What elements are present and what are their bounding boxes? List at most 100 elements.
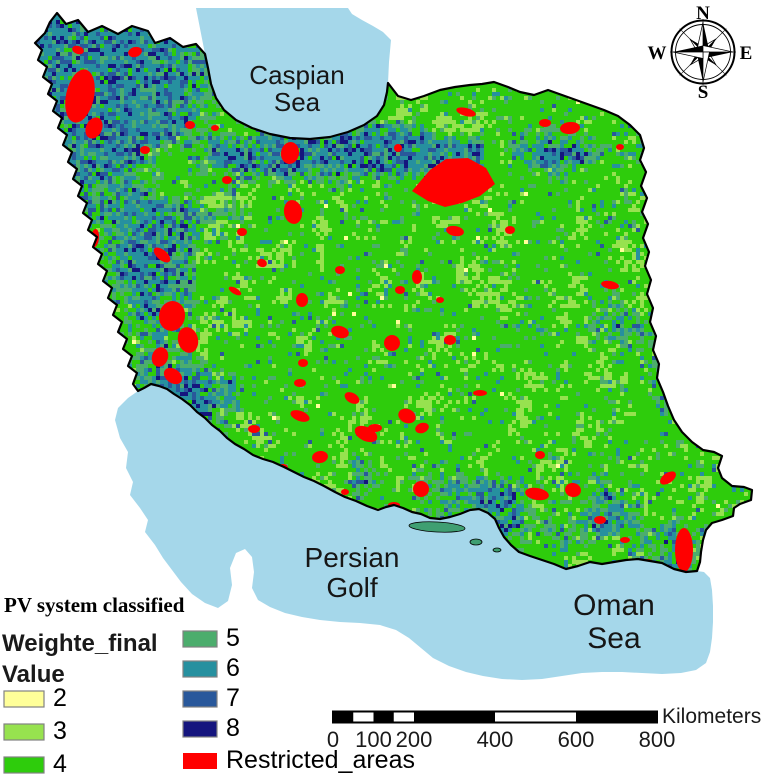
restricted-area-patch [394, 144, 402, 152]
restricted-area-patch [257, 258, 267, 268]
persian-golf-label: Golf [326, 572, 378, 603]
restricted-area-patch [413, 481, 429, 497]
restricted-area-patch [163, 367, 183, 385]
restricted-area-patch [248, 425, 260, 433]
restricted-area-patch [341, 489, 349, 495]
scale-bar: Kilometers 0 100 200 400 600 800 [327, 705, 761, 752]
restricted-area-patch [85, 117, 103, 139]
legend-item: 7 [182, 684, 240, 712]
compass-e-label: E [740, 43, 753, 64]
restricted-area-patch [398, 408, 416, 424]
legend-label: 2 [53, 684, 67, 712]
scale-tick-label: 600 [558, 727, 595, 752]
legend-label: 3 [53, 717, 67, 745]
legend-label: 7 [226, 684, 240, 712]
legend-item: 6 [182, 654, 240, 682]
restricted-area-patch [539, 119, 551, 127]
scale-tick-label: 100 [355, 727, 392, 752]
legend-swatch [3, 723, 45, 741]
restricted-area-patch [177, 327, 199, 353]
restricted-area-patch [660, 471, 676, 485]
restricted-area-patch [412, 270, 422, 284]
legend-label: 6 [226, 654, 240, 682]
oman-sea-label: Sea [587, 622, 641, 655]
compass-point [702, 45, 734, 59]
restricted-area-patch [298, 359, 308, 367]
restricted-area-patch [222, 176, 232, 184]
restricted-area-patch [331, 325, 349, 339]
restricted-area-patch [185, 121, 195, 129]
restricted-area-patch [444, 335, 456, 345]
island [469, 538, 483, 546]
legend-label: 8 [226, 714, 240, 742]
compass-s-label: S [698, 82, 709, 103]
restricted-area-patch [344, 392, 360, 404]
restricted-area-patch [290, 410, 310, 422]
restricted-area-patch [140, 146, 150, 154]
restricted-area-patch [368, 424, 382, 432]
scale-bar-segment [333, 711, 354, 723]
restricted-area-patch [456, 107, 476, 117]
restricted-area-patch [211, 125, 219, 131]
caspian-sea-label: Caspian [249, 60, 344, 90]
restricted-area-patch [505, 226, 515, 234]
restricted-area-patch [283, 200, 303, 224]
restricted-area-patch [620, 537, 630, 543]
raster-class-6 [35, 13, 752, 572]
restricted-area-patch [616, 144, 624, 150]
compass-n-label: N [696, 3, 710, 24]
caspian-sea-water [196, 8, 391, 139]
caspian-sea-label: Sea [274, 87, 321, 117]
compass-star-icon [670, 19, 736, 85]
legend-column-1: 2 3 4 [3, 684, 67, 778]
scale-tick-label: 200 [396, 727, 433, 752]
compass-point [672, 45, 704, 59]
legend-label: Restricted_areas [226, 746, 415, 774]
restricted-area-patch [153, 247, 171, 263]
island [408, 521, 466, 533]
scale-tick-label: 800 [639, 727, 676, 752]
restricted-areas-layer [65, 45, 693, 572]
restricted-area-patch [128, 46, 142, 58]
legend-label: 5 [226, 624, 240, 652]
legend-item: Restricted_areas [183, 746, 415, 774]
restricted-area-patch [412, 158, 495, 207]
island [492, 547, 502, 553]
restricted-area-patch [560, 121, 580, 135]
compass-rose: N E S W [648, 3, 753, 103]
restricted-area-patch [384, 335, 400, 351]
legend-swatch [3, 690, 45, 708]
restricted-area-patch [535, 451, 545, 459]
compass-point [696, 21, 710, 53]
restricted-area-patch [473, 390, 487, 396]
restricted-area-patch [675, 528, 693, 572]
legend-item: 5 [182, 624, 240, 652]
restricted-area-patch [395, 286, 405, 294]
restricted-area-patch [594, 516, 606, 524]
restricted-area-patch [312, 450, 328, 464]
scale-bar-segment [373, 711, 394, 723]
legend: PV system classified Weighte_final Value… [2, 593, 415, 778]
restricted-area-patch [228, 286, 242, 296]
restricted-area-patch [525, 487, 549, 501]
restricted-area-patch [151, 347, 169, 367]
restricted-area-patch [446, 225, 464, 237]
restricted-area-patch [415, 422, 429, 434]
restricted-area-patch [436, 297, 444, 303]
legend-swatch [182, 660, 218, 678]
oman-sea-label: Oman [573, 589, 655, 622]
legend-item: 2 [3, 684, 67, 712]
persian-golf-label: Persian [305, 542, 400, 573]
scale-unit-label: Kilometers [662, 705, 761, 728]
restricted-area-patch [237, 228, 247, 236]
legend-swatch [182, 720, 218, 738]
iran-border-outline [33, 11, 754, 574]
legend-field-name: Weighte_final [2, 630, 158, 657]
restricted-area-patch [65, 69, 95, 123]
restricted-area-patch [565, 482, 581, 498]
restricted-area-patch [294, 379, 306, 387]
legend-item: 3 [3, 717, 67, 745]
